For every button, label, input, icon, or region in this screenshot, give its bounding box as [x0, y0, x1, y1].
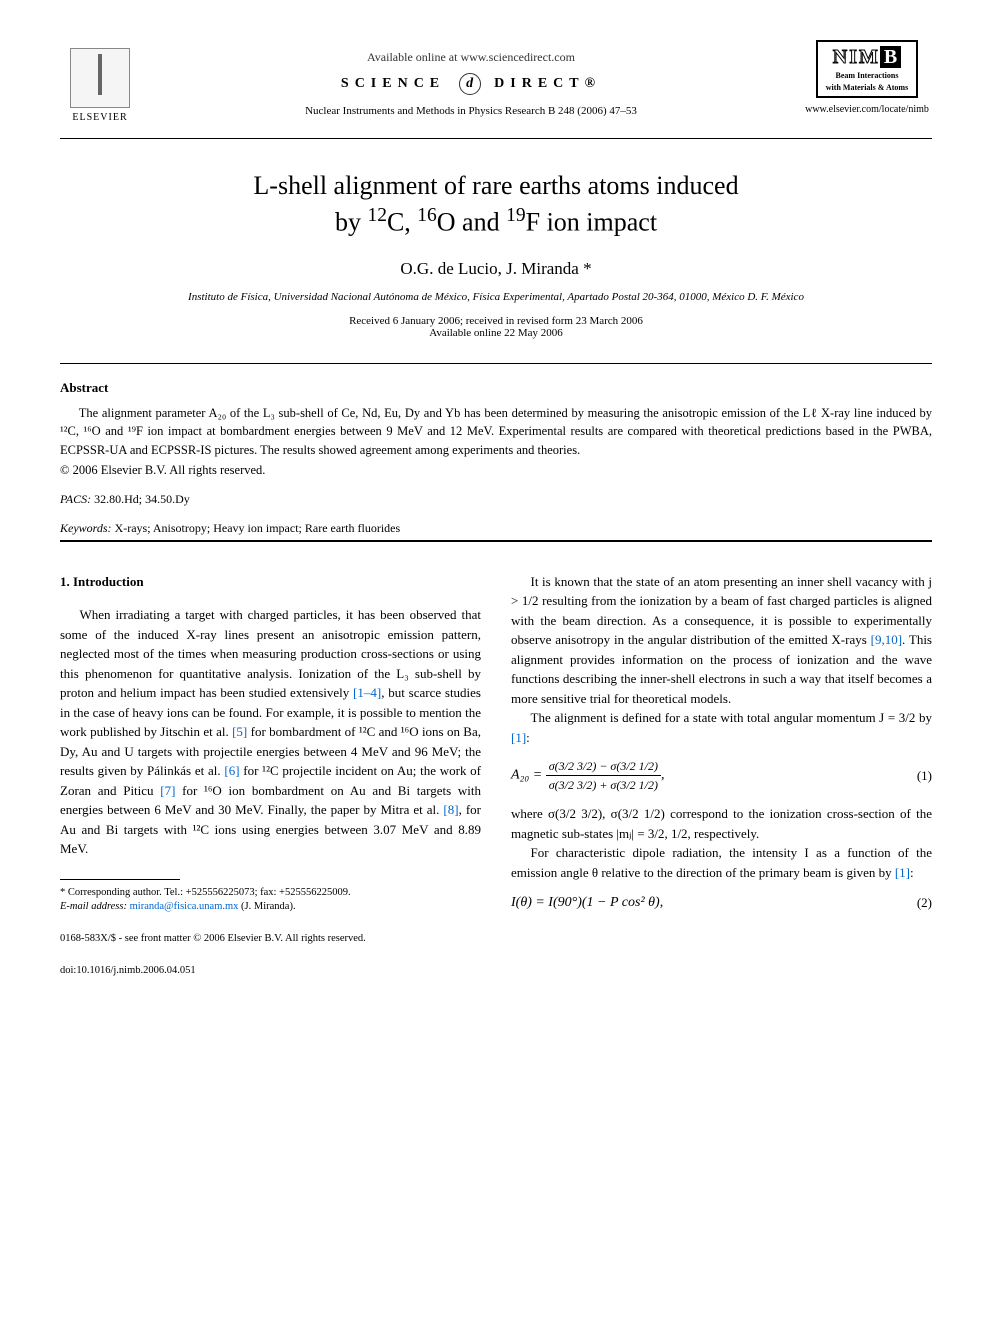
title-line1: L-shell alignment of rare earths atoms i… [253, 171, 738, 200]
abstract-body: The alignment parameter A₂₀ of the L₃ su… [60, 404, 932, 458]
intro-para-1: When irradiating a target with charged p… [60, 605, 481, 859]
science-direct-logo: SCIENCE d DIRECT® [140, 73, 802, 95]
intro-para-5: For characteristic dipole radiation, the… [511, 843, 932, 882]
intro-para-4: where σ(3/2 3/2), σ(3/2 1/2) correspond … [511, 804, 932, 843]
equation-2-number: (2) [917, 893, 932, 913]
title-line2-pre: by [335, 207, 368, 236]
section-1-heading: 1. Introduction [60, 572, 481, 592]
ref-1c[interactable]: [1] [895, 865, 910, 880]
el-c: C, [387, 207, 417, 236]
eq1-denominator: σ(3/2 3/2) + σ(3/2 1/2) [546, 776, 661, 794]
p3a: The alignment is defined for a state wit… [531, 710, 933, 725]
nimb-sub1: Beam Interactions [826, 71, 908, 81]
pacs-codes: 32.80.Hd; 34.50.Dy [94, 492, 190, 506]
equation-1-row: A₂₀ = σ(3/2 3/2) − σ(3/2 1/2)σ(3/2 3/2) … [511, 757, 932, 794]
footnote-separator [60, 879, 180, 880]
bottom-issn: 0168-583X/$ - see front matter © 2006 El… [60, 931, 481, 947]
equation-1-number: (1) [917, 766, 932, 786]
abstract-text: The alignment parameter A₂₀ of the L₃ su… [60, 404, 932, 458]
body-columns: 1. Introduction When irradiating a targe… [60, 572, 932, 979]
dates-block: Received 6 January 2006; received in rev… [60, 315, 932, 339]
keywords-label: Keywords: [60, 521, 112, 535]
email-line: E-mail address: miranda@fisica.unam.mx (… [60, 900, 481, 915]
keywords-text: X-rays; Anisotropy; Heavy ion impact; Ra… [115, 521, 401, 535]
rule-abstract-top [60, 363, 932, 364]
ref-9-10[interactable]: [9,10] [871, 632, 902, 647]
online-date: Available online 22 May 2006 [429, 327, 563, 339]
bottom-doi: doi:10.1016/j.nimb.2006.04.051 [60, 963, 481, 979]
available-online-text: Available online at www.sciencedirect.co… [140, 50, 802, 65]
iso-12: 12 [367, 205, 387, 226]
nimb-logo: NIMB Beam Interactions with Materials & … [816, 40, 918, 98]
el-o: O and [437, 207, 506, 236]
affiliation: Instituto de Física, Universidad Naciona… [60, 291, 932, 303]
center-header: Available online at www.sciencedirect.co… [140, 40, 802, 117]
header-row: ELSEVIER Available online at www.science… [60, 40, 932, 130]
ref-1b[interactable]: [1] [511, 730, 526, 745]
rule-top-thin [60, 138, 932, 139]
eq1-comma: , [661, 768, 665, 783]
rule-abstract-bottom [60, 540, 932, 542]
eq1-numerator: σ(3/2 3/2) − σ(3/2 1/2) [546, 757, 661, 776]
ref-7[interactable]: [7] [160, 783, 175, 798]
el-f: F ion impact [526, 207, 657, 236]
copyright-line: © 2006 Elsevier B.V. All rights reserved… [60, 463, 932, 478]
corresponding-author: * Corresponding author. Tel.: +525556225… [60, 886, 481, 901]
sd-at-icon: d [459, 73, 481, 95]
keywords-line: Keywords: X-rays; Anisotropy; Heavy ion … [60, 521, 932, 536]
journal-reference: Nuclear Instruments and Methods in Physi… [140, 105, 802, 117]
elsevier-logo: ELSEVIER [60, 40, 140, 130]
footnote-block: * Corresponding author. Tel.: +525556225… [60, 886, 481, 915]
nimb-url: www.elsevier.com/locate/nimb [802, 104, 932, 115]
paper-title: L-shell alignment of rare earths atoms i… [60, 169, 932, 239]
ref-6[interactable]: [6] [224, 763, 239, 778]
received-date: Received 6 January 2006; received in rev… [349, 315, 643, 327]
nimb-b: B [880, 46, 901, 68]
sd-pre: SCIENCE [341, 76, 445, 91]
iso-16: 16 [417, 205, 437, 226]
nimb-sub2: with Materials & Atoms [826, 83, 908, 93]
eq1-lhs: A₂₀ = [511, 768, 546, 783]
pacs-label: PACS: [60, 492, 91, 506]
p2a: It is known that the state of an atom pr… [511, 574, 932, 648]
p5b: : [910, 865, 914, 880]
elsevier-tree-icon [70, 48, 130, 108]
nimb-box: NIMB Beam Interactions with Materials & … [802, 40, 932, 115]
email-who: (J. Miranda). [241, 901, 296, 912]
abstract-heading: Abstract [60, 380, 932, 396]
iso-19: 19 [506, 205, 526, 226]
elsevier-label: ELSEVIER [72, 112, 127, 123]
nimb-letters: NIM [833, 46, 880, 68]
sd-post: DIRECT® [494, 76, 601, 91]
pacs-line: PACS: 32.80.Hd; 34.50.Dy [60, 492, 932, 507]
column-right: It is known that the state of an atom pr… [511, 572, 932, 979]
ref-8[interactable]: [8] [443, 802, 458, 817]
p5a: For characteristic dipole radiation, the… [511, 845, 932, 880]
equation-2-row: I(θ) = I(90°)(1 − P cos² θ), (2) [511, 892, 932, 913]
authors: O.G. de Lucio, J. Miranda * [60, 259, 932, 279]
intro-para-2: It is known that the state of an atom pr… [511, 572, 932, 709]
ref-5[interactable]: [5] [232, 724, 247, 739]
p3b: : [526, 730, 530, 745]
ref-1-4[interactable]: [1–4] [353, 685, 381, 700]
equation-2: I(θ) = I(90°)(1 − P cos² θ), [511, 892, 917, 913]
email-link[interactable]: miranda@fisica.unam.mx [130, 901, 239, 912]
equation-1: A₂₀ = σ(3/2 3/2) − σ(3/2 1/2)σ(3/2 3/2) … [511, 757, 917, 794]
eq1-fraction: σ(3/2 3/2) − σ(3/2 1/2)σ(3/2 3/2) + σ(3/… [546, 757, 661, 794]
intro-para-3: The alignment is defined for a state wit… [511, 708, 932, 747]
column-left: 1. Introduction When irradiating a targe… [60, 572, 481, 979]
email-label: E-mail address: [60, 901, 127, 912]
